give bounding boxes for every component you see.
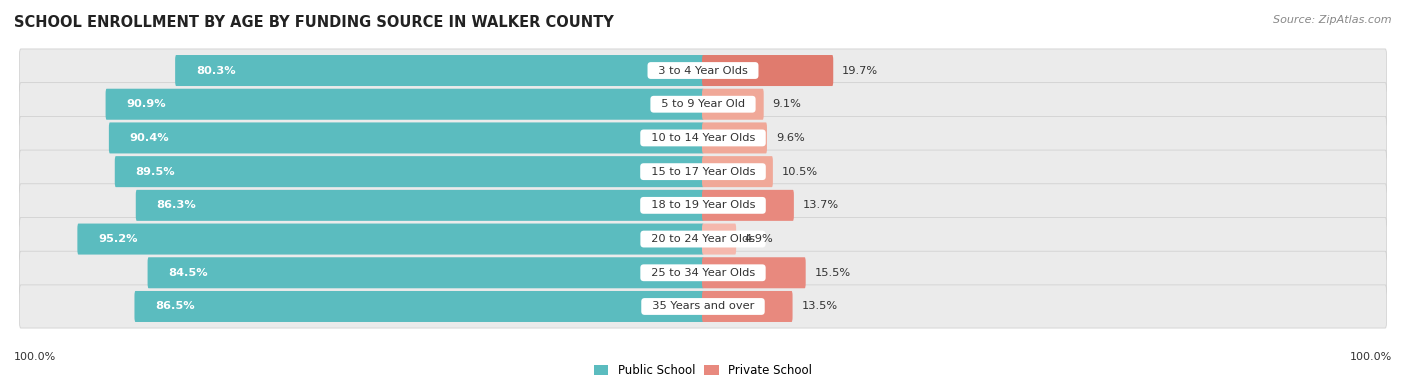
Text: 9.1%: 9.1% [772,99,801,109]
Text: Source: ZipAtlas.com: Source: ZipAtlas.com [1274,15,1392,25]
Text: 15.5%: 15.5% [814,268,851,278]
Text: 13.7%: 13.7% [803,200,839,210]
FancyBboxPatch shape [20,150,1386,193]
Text: 86.5%: 86.5% [155,302,195,311]
Text: 19.7%: 19.7% [842,66,879,75]
Text: 13.5%: 13.5% [801,302,838,311]
FancyBboxPatch shape [702,123,768,153]
Text: 4.9%: 4.9% [745,234,773,244]
Text: 95.2%: 95.2% [98,234,138,244]
Text: 90.4%: 90.4% [129,133,169,143]
Text: 35 Years and over: 35 Years and over [645,302,761,311]
Text: 100.0%: 100.0% [14,352,56,362]
FancyBboxPatch shape [176,55,704,86]
Text: 89.5%: 89.5% [135,167,176,177]
FancyBboxPatch shape [20,218,1386,261]
FancyBboxPatch shape [20,285,1386,328]
FancyBboxPatch shape [702,156,773,187]
Legend: Public School, Private School: Public School, Private School [593,365,813,377]
Text: 80.3%: 80.3% [195,66,235,75]
Text: 15 to 17 Year Olds: 15 to 17 Year Olds [644,167,762,177]
FancyBboxPatch shape [20,116,1386,159]
Text: 90.9%: 90.9% [127,99,166,109]
FancyBboxPatch shape [20,83,1386,126]
FancyBboxPatch shape [105,89,704,120]
FancyBboxPatch shape [135,291,704,322]
FancyBboxPatch shape [108,123,704,153]
Text: 10 to 14 Year Olds: 10 to 14 Year Olds [644,133,762,143]
FancyBboxPatch shape [20,49,1386,92]
FancyBboxPatch shape [136,190,704,221]
Text: 18 to 19 Year Olds: 18 to 19 Year Olds [644,200,762,210]
FancyBboxPatch shape [148,257,704,288]
Text: 10.5%: 10.5% [782,167,818,177]
FancyBboxPatch shape [115,156,704,187]
Text: SCHOOL ENROLLMENT BY AGE BY FUNDING SOURCE IN WALKER COUNTY: SCHOOL ENROLLMENT BY AGE BY FUNDING SOUR… [14,15,614,30]
FancyBboxPatch shape [77,224,704,254]
FancyBboxPatch shape [702,89,763,120]
Text: 20 to 24 Year Olds: 20 to 24 Year Olds [644,234,762,244]
FancyBboxPatch shape [20,184,1386,227]
FancyBboxPatch shape [702,257,806,288]
FancyBboxPatch shape [702,291,793,322]
Text: 84.5%: 84.5% [169,268,208,278]
Text: 100.0%: 100.0% [1350,352,1392,362]
Text: 86.3%: 86.3% [156,200,197,210]
FancyBboxPatch shape [702,55,834,86]
FancyBboxPatch shape [20,251,1386,294]
FancyBboxPatch shape [702,190,794,221]
Text: 25 to 34 Year Olds: 25 to 34 Year Olds [644,268,762,278]
FancyBboxPatch shape [702,224,737,254]
Text: 9.6%: 9.6% [776,133,804,143]
Text: 3 to 4 Year Olds: 3 to 4 Year Olds [651,66,755,75]
Text: 5 to 9 Year Old: 5 to 9 Year Old [654,99,752,109]
